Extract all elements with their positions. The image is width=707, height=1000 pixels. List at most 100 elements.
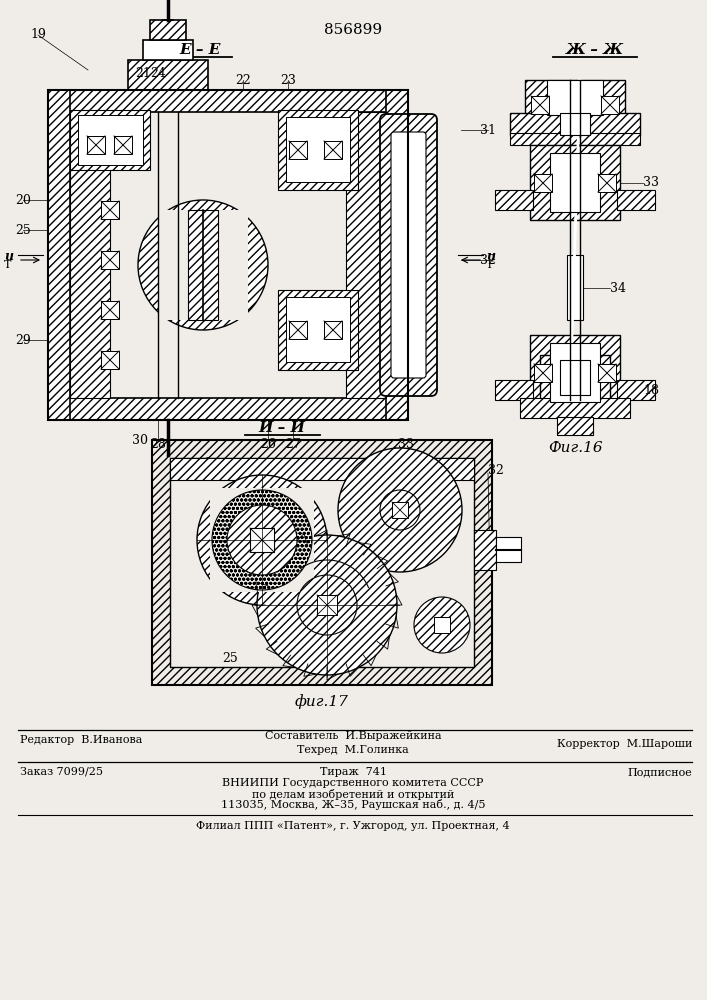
Circle shape xyxy=(338,448,462,572)
Bar xyxy=(170,458,474,667)
Text: Тираж  741: Тираж 741 xyxy=(320,767,387,777)
Bar xyxy=(286,117,350,182)
Bar xyxy=(550,343,600,402)
Text: Редактор  В.Иванова: Редактор В.Иванова xyxy=(20,735,142,745)
Text: 32: 32 xyxy=(480,253,496,266)
Circle shape xyxy=(227,505,297,575)
Bar xyxy=(547,80,603,115)
Bar xyxy=(48,90,70,420)
Bar xyxy=(525,80,625,115)
Bar xyxy=(48,398,408,420)
Bar xyxy=(601,96,619,114)
Bar xyxy=(70,110,150,170)
Text: 29: 29 xyxy=(15,334,31,347)
Bar xyxy=(250,528,274,552)
Bar xyxy=(434,617,450,633)
Text: и: и xyxy=(486,250,495,263)
Bar xyxy=(598,174,616,192)
Text: Ж – Ж: Ж – Ж xyxy=(566,43,624,57)
Bar xyxy=(474,530,496,570)
Bar xyxy=(286,297,350,362)
Bar xyxy=(278,290,358,370)
Bar xyxy=(495,190,533,210)
FancyBboxPatch shape xyxy=(380,114,437,396)
Bar xyxy=(289,141,307,159)
Text: Филиал ППП «Патент», г. Ужгород, ул. Проектная, 4: Филиал ППП «Патент», г. Ужгород, ул. Про… xyxy=(196,821,510,831)
Text: Техред  М.Голинка: Техред М.Голинка xyxy=(297,745,409,755)
Text: 20: 20 xyxy=(15,194,31,207)
Bar xyxy=(87,136,105,154)
Bar xyxy=(386,90,408,420)
Bar xyxy=(560,113,590,135)
Text: 33: 33 xyxy=(398,438,414,452)
Bar xyxy=(188,210,218,320)
Bar xyxy=(617,380,655,400)
Bar xyxy=(143,40,193,60)
Text: 25: 25 xyxy=(15,224,31,236)
Bar xyxy=(495,380,533,400)
Bar xyxy=(550,153,600,212)
Text: 32: 32 xyxy=(488,464,504,477)
Bar xyxy=(101,201,119,219)
Bar xyxy=(158,210,248,320)
Text: 26: 26 xyxy=(260,438,276,452)
Bar xyxy=(210,488,314,592)
Bar xyxy=(114,136,132,154)
Text: Т: Т xyxy=(4,260,11,270)
Text: ВНИИПИ Государственного комитета СССР: ВНИИПИ Государственного комитета СССР xyxy=(222,778,484,788)
Text: 18: 18 xyxy=(643,383,659,396)
FancyBboxPatch shape xyxy=(391,132,426,378)
Text: по делам изобретений и открытий: по делам изобретений и открытий xyxy=(252,788,454,800)
Bar xyxy=(567,255,583,320)
Bar xyxy=(70,112,110,398)
Circle shape xyxy=(197,475,327,605)
Circle shape xyxy=(257,535,397,675)
Bar xyxy=(150,20,186,40)
Text: 22: 22 xyxy=(235,74,251,87)
Bar xyxy=(496,537,521,562)
Text: фиг.17: фиг.17 xyxy=(295,695,349,709)
Bar xyxy=(510,133,640,145)
Circle shape xyxy=(414,597,470,653)
Text: Заказ 7099/25: Заказ 7099/25 xyxy=(20,767,103,777)
Text: 27: 27 xyxy=(285,438,301,452)
Circle shape xyxy=(138,200,268,330)
Text: Составитель  И.Выражейкина: Составитель И.Выражейкина xyxy=(264,731,441,741)
Bar xyxy=(101,351,119,369)
Text: 30: 30 xyxy=(132,434,148,446)
Bar xyxy=(560,360,590,395)
Text: E – E: E – E xyxy=(180,43,221,57)
Bar xyxy=(346,112,386,398)
Bar xyxy=(324,141,342,159)
Bar xyxy=(557,417,593,435)
Bar xyxy=(101,301,119,319)
Text: 31: 31 xyxy=(480,123,496,136)
Text: фиг.15: фиг.15 xyxy=(201,458,255,472)
Text: 21: 21 xyxy=(135,67,151,80)
Bar xyxy=(531,96,549,114)
Text: 28: 28 xyxy=(150,438,166,452)
Bar xyxy=(289,321,307,339)
Text: И – И: И – И xyxy=(259,421,305,435)
Bar xyxy=(324,321,342,339)
Bar xyxy=(78,115,143,165)
Bar xyxy=(48,90,408,420)
Bar xyxy=(530,145,620,220)
Bar xyxy=(152,440,492,685)
Bar xyxy=(101,251,119,269)
Text: 856899: 856899 xyxy=(324,23,382,37)
Bar xyxy=(510,113,640,135)
Text: 23: 23 xyxy=(280,74,296,87)
Text: Фиг.16: Фиг.16 xyxy=(548,441,602,455)
Bar xyxy=(48,90,408,112)
Bar xyxy=(317,595,337,615)
Text: 25: 25 xyxy=(222,652,238,664)
Text: 113035, Москва, Ж–35, Раушская наб., д. 4/5: 113035, Москва, Ж–35, Раушская наб., д. … xyxy=(221,800,485,810)
Circle shape xyxy=(297,575,357,635)
Bar xyxy=(534,174,552,192)
Text: 19: 19 xyxy=(30,28,46,41)
Bar xyxy=(617,190,655,210)
Bar xyxy=(598,364,616,382)
Text: 34: 34 xyxy=(610,282,626,294)
Bar xyxy=(520,398,630,418)
